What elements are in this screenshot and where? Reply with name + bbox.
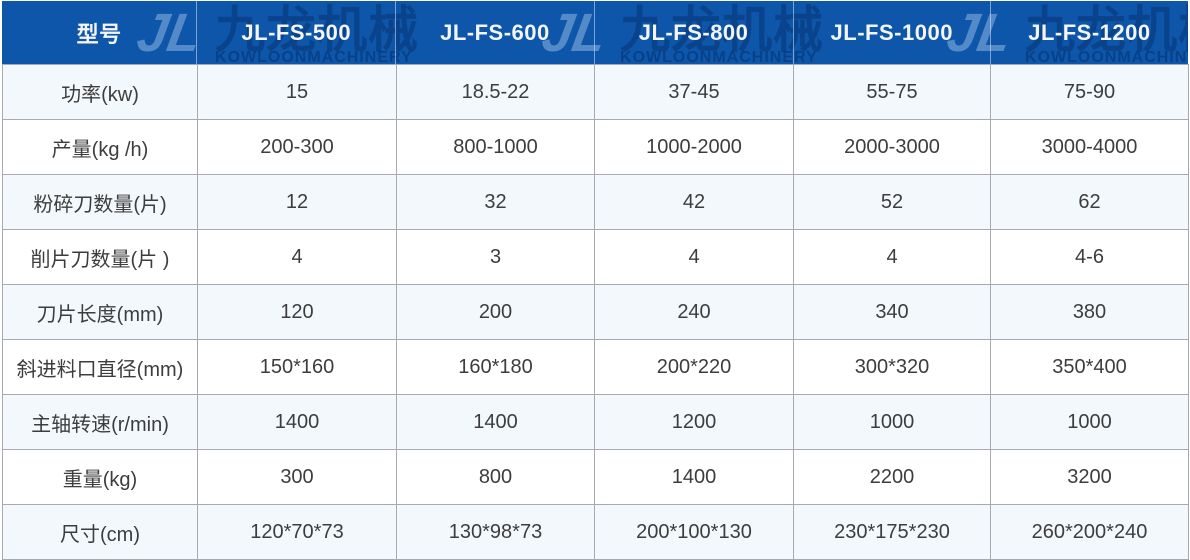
table-row: 刀片长度(mm) 120 200 240 340 380 [2,284,1189,340]
spec-cell: 4 [197,229,397,285]
spec-row-label: 尺寸(cm) [2,504,198,560]
spec-cell: 340 [793,284,991,340]
spec-cell: 120 [197,284,397,340]
spec-row-label: 刀片长度(mm) [2,284,198,340]
spec-cell: 2200 [793,449,991,505]
table-row: 削片刀数量(片 ) 4 3 4 4 4-6 [2,229,1189,285]
spec-row-label: 产量(kg /h) [2,119,198,175]
spec-cell: 160*180 [396,339,595,395]
table-row: 斜进料口直径(mm) 150*160 160*180 200*220 300*3… [2,339,1189,395]
spec-row-label: 主轴转速(r/min) [2,394,198,450]
table-row: 重量(kg) 300 800 1400 2200 3200 [2,449,1189,505]
spec-cell: 380 [990,284,1189,340]
spec-cell: 18.5-22 [396,64,595,120]
spec-cell: 32 [396,174,595,230]
spec-cell: 1000 [990,394,1189,450]
spec-cell: 4 [793,229,991,285]
spec-cell: 3000-4000 [990,119,1189,175]
spec-cell: 2000-3000 [793,119,991,175]
spec-cell: 200-300 [197,119,397,175]
spec-cell: 75-90 [990,64,1189,120]
spec-cell: 3 [396,229,595,285]
spec-row-label: 功率(kw) [2,64,198,120]
table-row: 功率(kw) 15 18.5-22 37-45 55-75 75-90 [2,64,1189,120]
column-header-model-5: JL-FS-1200 [989,1,1188,64]
table-row: 尺寸(cm) 120*70*73 130*98*73 200*100*130 2… [2,504,1189,560]
spec-table: 功率(kw) 15 18.5-22 37-45 55-75 75-90 产量(k… [2,64,1189,560]
column-header-model-4: JL-FS-1000 [792,1,990,64]
spec-cell: 200 [396,284,595,340]
spec-row-label: 削片刀数量(片 ) [2,229,198,285]
spec-cell: 260*200*240 [990,504,1189,560]
spec-cell: 240 [594,284,794,340]
table-row: 产量(kg /h) 200-300 800-1000 1000-2000 200… [2,119,1189,175]
spec-cell: 130*98*73 [396,504,595,560]
table-row: 主轴转速(r/min) 1400 1400 1200 1000 1000 [2,394,1189,450]
spec-cell: 200*100*130 [594,504,794,560]
spec-cell: 300 [197,449,397,505]
spec-cell: 1400 [594,449,794,505]
spec-cell: 55-75 [793,64,991,120]
column-header-model-1: JL-FS-500 [196,1,395,64]
spec-cell: 120*70*73 [197,504,397,560]
spec-cell: 15 [197,64,397,120]
spec-cell: 230*175*230 [793,504,991,560]
column-header-model-2: JL-FS-600 [395,1,593,64]
spec-cell: 1400 [197,394,397,450]
table-row: 粉碎刀数量(片) 12 32 42 52 62 [2,174,1189,230]
spec-cell: 150*160 [197,339,397,395]
spec-cell: 37-45 [594,64,794,120]
spec-cell: 800-1000 [396,119,595,175]
column-header-model-3: JL-FS-800 [593,1,793,64]
spec-cell: 4-6 [990,229,1189,285]
spec-cell: 300*320 [793,339,991,395]
spec-cell: 62 [990,174,1189,230]
spec-cell: 200*220 [594,339,794,395]
table-header-band: JL 九龙机械 KOWLOONMACHINERY JL 九龙机械 KOWLOON… [2,1,1188,64]
spec-cell: 1000 [793,394,991,450]
spec-row-label: 斜进料口直径(mm) [2,339,198,395]
spec-cell: 52 [793,174,991,230]
spec-cell: 800 [396,449,595,505]
spec-row-label: 重量(kg) [2,449,198,505]
column-header-model-label: 型号 [76,21,122,47]
spec-cell: 350*400 [990,339,1189,395]
spec-cell: 1000-2000 [594,119,794,175]
spec-row-label: 粉碎刀数量(片) [2,174,198,230]
spec-cell: 42 [594,174,794,230]
spec-cell: 4 [594,229,794,285]
spec-cell: 1400 [396,394,595,450]
spec-cell: 3200 [990,449,1189,505]
spec-cell: 12 [197,174,397,230]
spec-cell: 1200 [594,394,794,450]
